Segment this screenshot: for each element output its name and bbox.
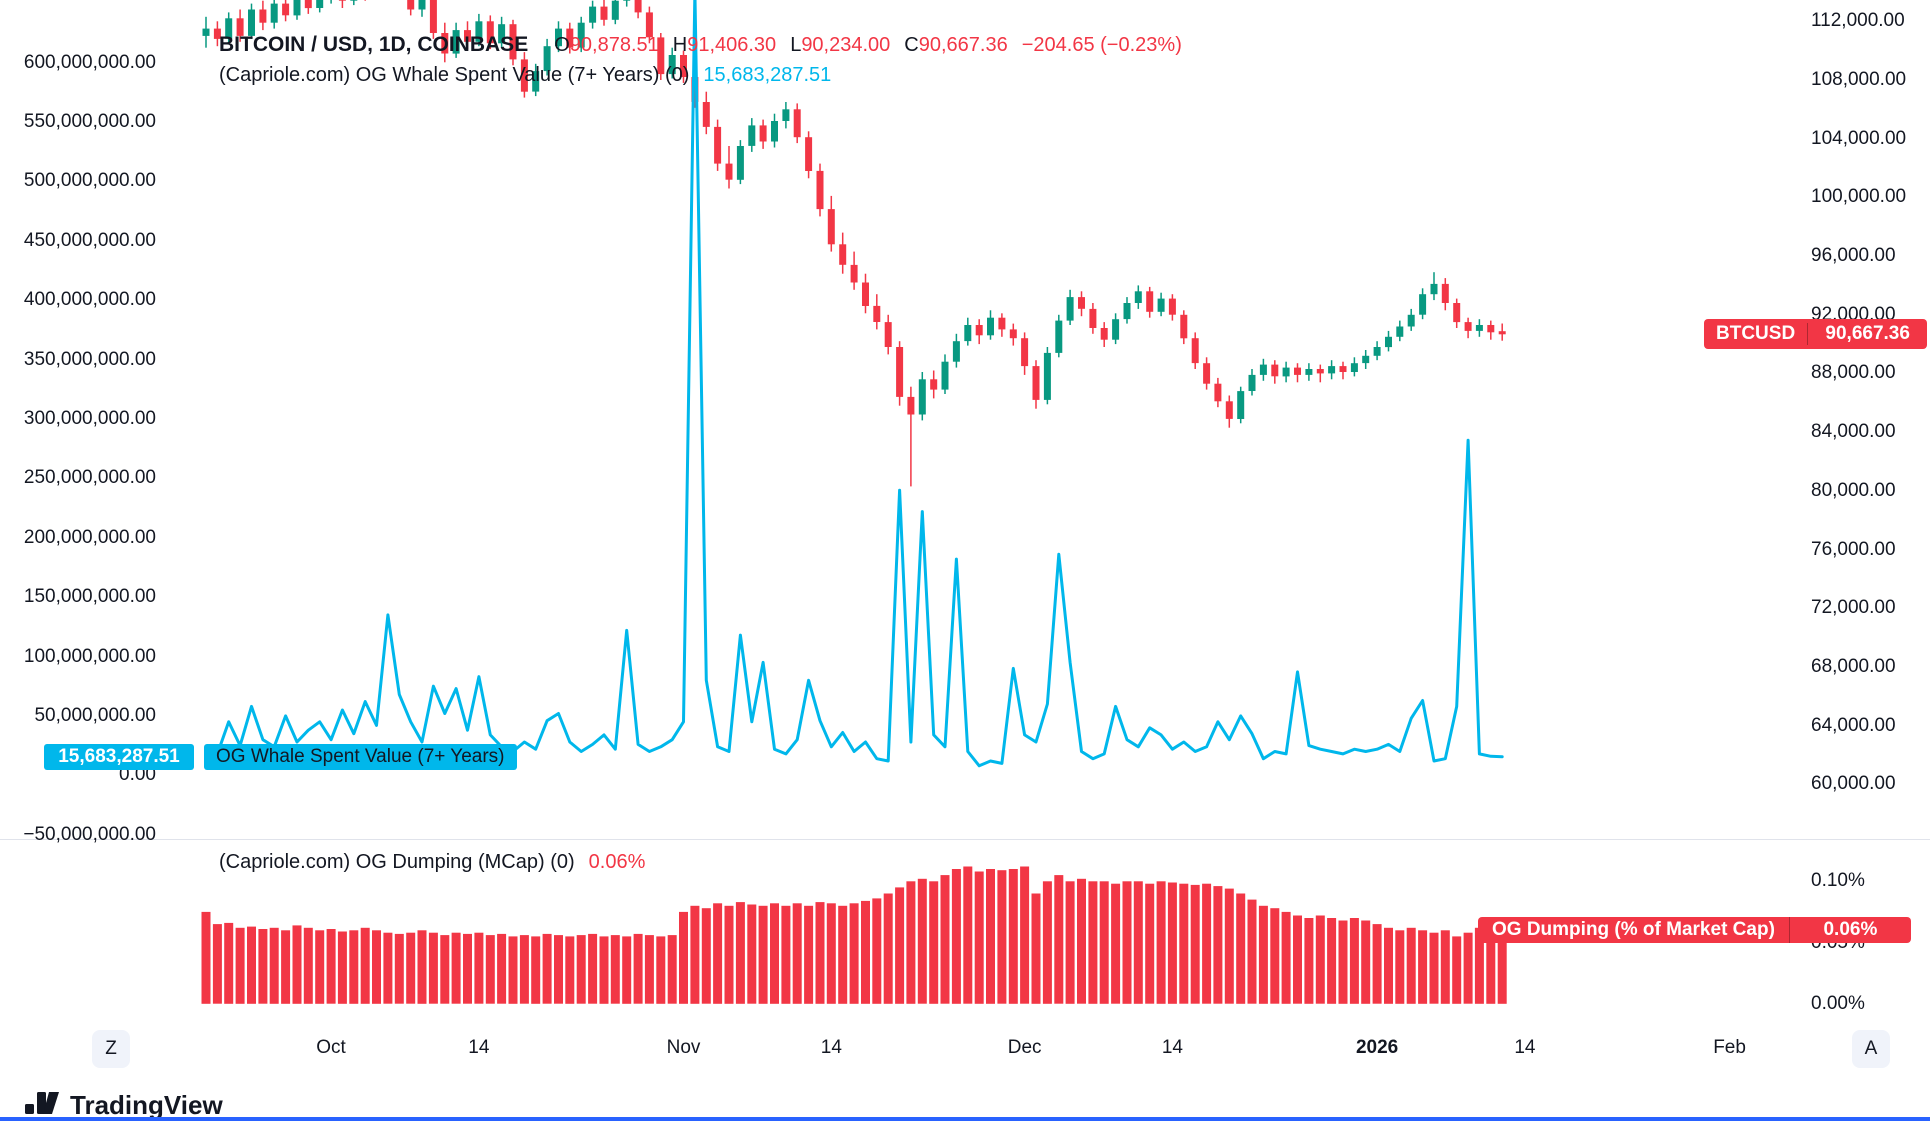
pane-divider[interactable] <box>0 839 1930 840</box>
whale-badge-label: OG Whale Spent Value (7+ Years) <box>204 743 517 770</box>
right-scale-tick: 100,000.00 <box>1811 186 1907 208</box>
left-scale-tick: 150,000,000.00 <box>23 586 156 608</box>
left-price-scale[interactable]: 600,000,000.00 550,000,000.00 500,000,000.… <box>0 0 195 845</box>
left-scale-tick: −50,000,000.00 <box>23 823 156 845</box>
dumping-indicator-name: (Capriole.com) OG Dumping (MCap) (0) <box>219 851 575 873</box>
time-scale[interactable]: Oct 14 Nov 14 Dec 14 2026 14 Feb <box>0 1024 1930 1072</box>
time-scale-tick: 14 <box>1161 1037 1184 1058</box>
bottom-accent-bar <box>0 1117 1930 1121</box>
left-scale-tick: 350,000,000.00 <box>23 348 156 370</box>
symbol-title: BITCOIN / USD, 1D, COINBASE <box>219 33 529 56</box>
ohlc-low: L90,234.00 <box>790 33 891 56</box>
change-value: −204.65 (−0.23%) <box>1021 33 1182 56</box>
right-scale-tick: 80,000.00 <box>1811 479 1896 501</box>
price-badge: BTCUSD 90,667.36 <box>1704 319 1928 350</box>
time-scale-tick: Dec <box>1007 1037 1042 1058</box>
time-scale-tick: 2026 <box>1355 1037 1399 1058</box>
percent-scale-tick: 0.00% <box>1811 992 1865 1014</box>
whale-value-badge: 15,683,287.51 OG Whale Spent Value (7+ Y… <box>44 743 517 770</box>
symbol-legend-row[interactable]: BITCOIN / USD, 1D, COINBASE O90,878.51 H… <box>219 33 1182 57</box>
dumping-badge-value: 0.06% <box>1788 917 1911 944</box>
ohlc-high: H91,406.30 <box>672 33 777 56</box>
whale-indicator-name: (Capriole.com) OG Whale Spent Value (7+ … <box>219 64 690 86</box>
dumping-bars <box>201 866 1507 1004</box>
right-scale-tick: 104,000.00 <box>1811 127 1907 149</box>
percent-scale-tick: 0.10% <box>1811 870 1865 892</box>
ohlc-close: C90,667.36 <box>904 33 1008 56</box>
right-scale-tick: 72,000.00 <box>1811 597 1896 619</box>
whale-indicator-legend-row[interactable]: (Capriole.com) OG Whale Spent Value (7+ … <box>219 64 831 87</box>
whale-indicator-value: 15,683,287.51 <box>703 64 832 86</box>
time-scale-tick: Feb <box>1713 1037 1746 1058</box>
dumping-indicator-legend-row[interactable]: (Capriole.com) OG Dumping (MCap) (0) 0.0… <box>219 851 645 874</box>
right-price-scale[interactable]: 112,000.00 108,000.00 104,000.00 100,000.00… <box>1800 0 1930 1024</box>
ohlc-open: O90,878.51 <box>554 33 659 56</box>
left-scale-tick: 550,000,000.00 <box>23 110 156 132</box>
price-badge-symbol: BTCUSD <box>1716 323 1796 345</box>
time-scale-tick: Nov <box>666 1037 701 1058</box>
left-scale-tick: 400,000,000.00 <box>23 289 156 311</box>
dumping-badge-label: OG Dumping (% of Market Cap) <box>1492 919 1775 941</box>
price-badge-value: 90,667.36 <box>1807 323 1927 346</box>
time-scale-tick: Oct <box>316 1037 346 1058</box>
whale-line <box>204 0 1504 768</box>
left-scale-tick: 50,000,000.00 <box>34 704 156 726</box>
left-scale-tick: 300,000,000.00 <box>23 407 156 429</box>
left-scale-tick: 100,000,000.00 <box>23 645 156 667</box>
left-scale-tick: 600,000,000.00 <box>23 51 156 73</box>
tradingview-logo[interactable]: TradingView <box>25 1088 223 1121</box>
left-scale-tick: 500,000,000.00 <box>23 170 156 192</box>
left-scale-tick: 450,000,000.00 <box>23 229 156 251</box>
time-scale-tick: 14 <box>1514 1037 1536 1058</box>
right-scale-tick: 108,000.00 <box>1811 68 1907 90</box>
right-scale-tick: 68,000.00 <box>1811 655 1896 677</box>
right-scale-tick: 60,000.00 <box>1811 773 1896 795</box>
tradingview-logo-icon <box>25 1088 61 1121</box>
tradingview-logo-text: TradingView <box>70 1090 223 1120</box>
left-scale-tick: 250,000,000.00 <box>23 467 156 489</box>
dumping-badge: OG Dumping (% of Market Cap) 0.06% <box>1478 917 1911 944</box>
right-scale-tick: 84,000.00 <box>1811 421 1896 443</box>
dumping-indicator-value: 0.06% <box>588 851 646 873</box>
left-scale-tick: 200,000,000.00 <box>23 526 156 548</box>
time-scale-tick: 14 <box>468 1037 490 1058</box>
right-scale-tick: 112,000.00 <box>1811 10 1905 32</box>
candlestick-series <box>202 0 1506 487</box>
whale-badge-value: 15,683,287.51 <box>44 743 194 770</box>
auto-button[interactable]: A <box>1852 1030 1890 1068</box>
right-scale-tick: 96,000.00 <box>1811 245 1896 267</box>
right-scale-tick: 76,000.00 <box>1811 538 1896 560</box>
time-scale-tick: 14 <box>820 1037 842 1058</box>
right-scale-tick: 64,000.00 <box>1811 714 1896 736</box>
timezone-button[interactable]: Z <box>92 1030 130 1068</box>
right-scale-tick: 88,000.00 <box>1811 362 1896 384</box>
